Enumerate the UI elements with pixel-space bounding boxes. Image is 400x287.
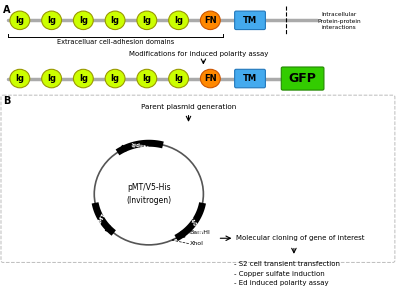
Circle shape: [94, 143, 203, 245]
Circle shape: [74, 11, 93, 30]
Text: Ig: Ig: [110, 74, 120, 83]
Circle shape: [10, 11, 30, 30]
Text: Parent plasmid generation: Parent plasmid generation: [141, 104, 236, 110]
Text: AmpR: AmpR: [130, 140, 149, 148]
Text: Ig: Ig: [79, 16, 88, 25]
Circle shape: [105, 69, 125, 88]
Text: FN: FN: [204, 16, 217, 25]
FancyBboxPatch shape: [281, 67, 324, 90]
Circle shape: [105, 11, 125, 30]
Text: BamHI: BamHI: [190, 230, 211, 235]
Text: pMT: pMT: [96, 212, 107, 226]
Text: Ig: Ig: [15, 74, 24, 83]
Text: TM: TM: [243, 74, 257, 83]
Text: Ig: Ig: [47, 16, 56, 25]
Text: GFP: GFP: [289, 72, 316, 85]
Text: FN: FN: [204, 74, 217, 83]
Text: Ig: Ig: [47, 74, 56, 83]
Text: Ig: Ig: [142, 16, 151, 25]
Text: Molecular cloning of gene of interest: Molecular cloning of gene of interest: [236, 235, 365, 241]
Text: Ig: Ig: [142, 74, 151, 83]
Text: Ig: Ig: [110, 16, 120, 25]
Circle shape: [169, 11, 188, 30]
FancyBboxPatch shape: [235, 69, 266, 88]
Circle shape: [74, 69, 93, 88]
Circle shape: [10, 69, 30, 88]
Text: XhoI: XhoI: [190, 241, 204, 246]
Circle shape: [42, 69, 62, 88]
Text: B: B: [3, 96, 10, 106]
Circle shape: [137, 11, 157, 30]
Text: TM: TM: [243, 16, 257, 25]
Text: Extracelluar cell-adhesion domains: Extracelluar cell-adhesion domains: [57, 39, 174, 45]
Text: - S2 cell transient transfection
- Copper sulfate induction
- Ed induced polarit: - S2 cell transient transfection - Coppe…: [234, 261, 340, 286]
Text: A: A: [3, 5, 10, 15]
Text: SV40 pA: SV40 pA: [184, 211, 203, 235]
Circle shape: [200, 69, 220, 88]
Circle shape: [42, 11, 62, 30]
FancyBboxPatch shape: [235, 11, 266, 30]
Text: Ig: Ig: [79, 74, 88, 83]
Circle shape: [169, 69, 188, 88]
Text: Modifications for induced polarity assay: Modifications for induced polarity assay: [129, 51, 268, 57]
Text: pMT/V5-His
(Invitrogen): pMT/V5-His (Invitrogen): [126, 183, 171, 205]
Text: Ig: Ig: [174, 74, 183, 83]
Text: Ig: Ig: [15, 16, 24, 25]
Circle shape: [200, 11, 220, 30]
Circle shape: [137, 69, 157, 88]
Text: Intracellular
Protein-protein
interactions: Intracellular Protein-protein interactio…: [318, 12, 361, 30]
Text: Ig: Ig: [174, 16, 183, 25]
